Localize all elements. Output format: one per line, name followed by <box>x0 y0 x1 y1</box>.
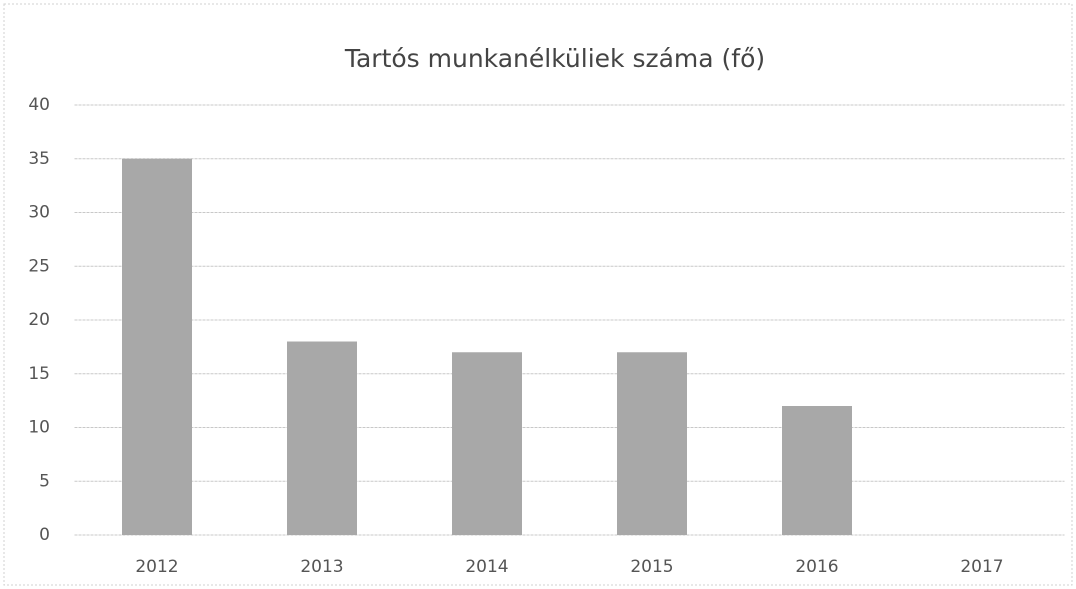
y-tick-label: 10 <box>28 418 50 438</box>
chart-title: Tartós munkanélküliek száma (fő) <box>344 44 765 73</box>
y-tick-label: 5 <box>39 471 50 491</box>
x-tick-label: 2017 <box>960 557 1003 577</box>
x-tick-label: 2012 <box>135 557 178 577</box>
y-tick-label: 15 <box>28 364 50 384</box>
bar <box>122 158 192 535</box>
x-tick-label: 2015 <box>630 557 673 577</box>
bar <box>452 352 522 535</box>
bar <box>782 406 852 535</box>
y-tick-label: 25 <box>28 256 50 276</box>
x-tick-label: 2014 <box>465 557 508 577</box>
y-tick-label: 30 <box>28 203 50 223</box>
bar <box>617 352 687 535</box>
chart-border <box>3 3 1073 586</box>
bar <box>287 341 357 535</box>
y-tick-label: 40 <box>28 95 50 115</box>
y-tick-label: 35 <box>28 149 50 169</box>
x-tick-label: 2013 <box>300 557 343 577</box>
y-tick-label: 20 <box>28 310 50 330</box>
y-tick-label: 0 <box>39 525 50 545</box>
x-tick-label: 2016 <box>795 557 838 577</box>
